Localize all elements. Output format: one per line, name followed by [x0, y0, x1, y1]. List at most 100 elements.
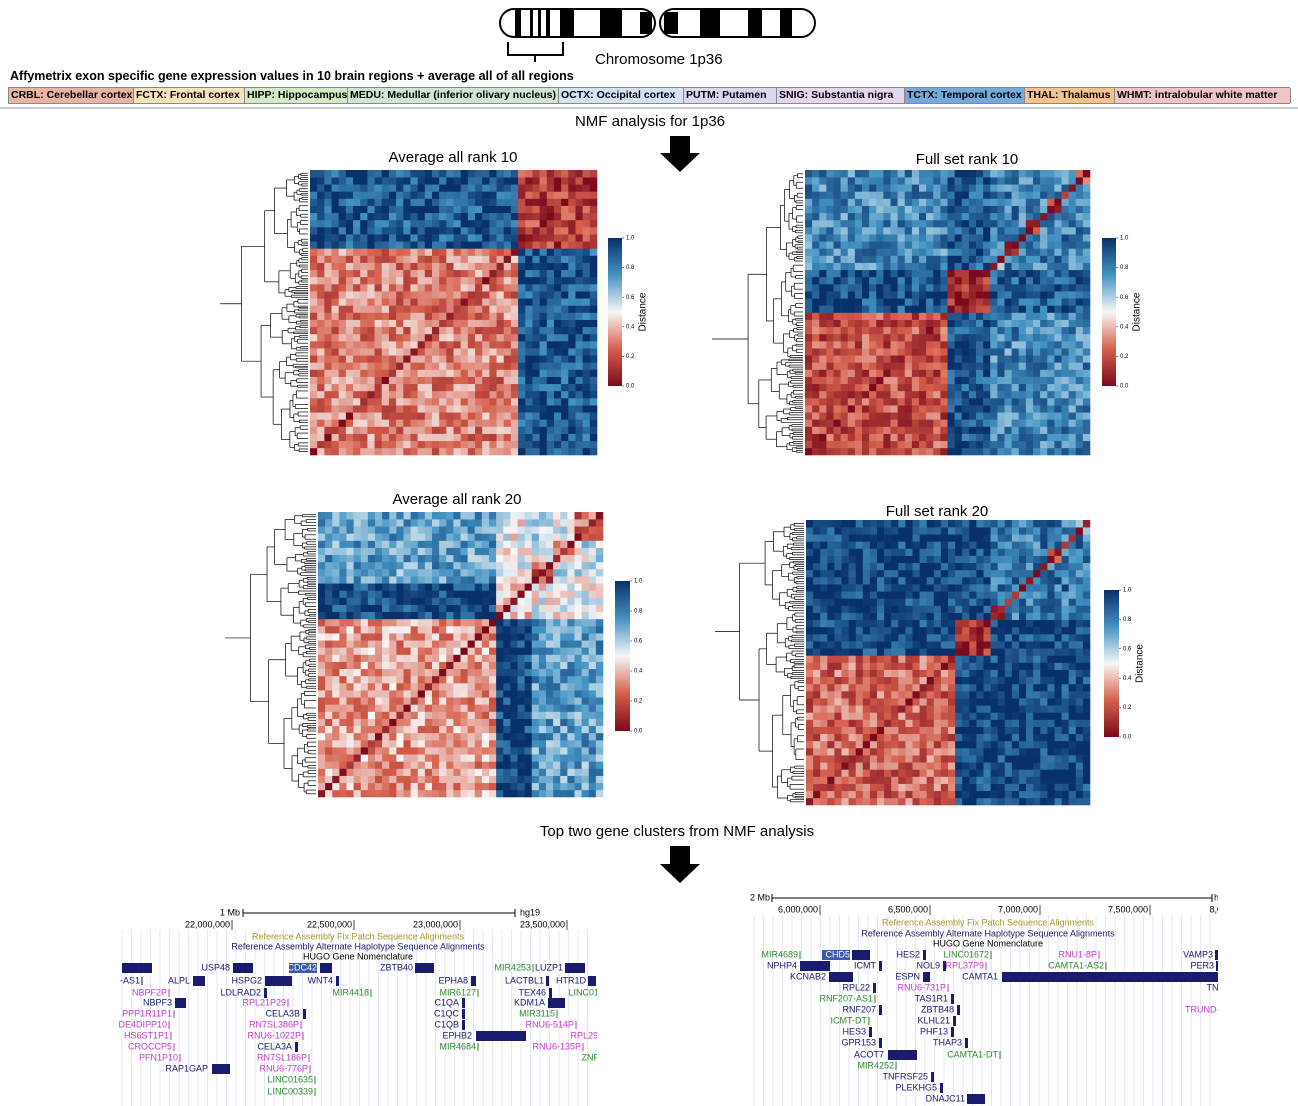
heatmap-cell — [382, 334, 389, 341]
heatmap-cell — [553, 676, 560, 683]
heatmap-cell — [539, 676, 546, 683]
heatmap-cell — [554, 248, 561, 255]
heatmap-cell — [418, 427, 425, 434]
heatmap-cell — [461, 362, 468, 369]
heatmap-cell — [1076, 284, 1083, 291]
heatmap-cell — [1069, 441, 1076, 448]
heatmap-cell — [554, 434, 561, 441]
heatmap-cell — [1012, 419, 1019, 426]
heatmap-cell — [518, 441, 525, 448]
heatmap-cell — [582, 619, 589, 626]
heatmap-cell — [510, 769, 517, 776]
heatmap-cell — [367, 313, 374, 320]
heatmap-cell — [360, 419, 367, 426]
heatmap-cell — [475, 184, 482, 191]
heatmap-cell — [926, 362, 933, 369]
heatmap-cell — [332, 391, 339, 398]
heatmap-cell — [582, 683, 589, 690]
heatmap-cell — [990, 377, 997, 384]
heatmap-cell — [404, 662, 411, 669]
heatmap-cell — [933, 206, 940, 213]
heatmap-cell — [532, 348, 539, 355]
heatmap-cell — [403, 298, 410, 305]
heatmap-cell — [318, 598, 325, 605]
heatmap-cell — [855, 277, 862, 284]
heatmap-cell — [547, 327, 554, 334]
heatmap-cell — [983, 284, 990, 291]
heatmap-cell — [905, 234, 912, 241]
heatmap-cell — [1054, 177, 1061, 184]
heatmap-cell — [1040, 348, 1047, 355]
heatmap-cell — [919, 206, 926, 213]
heatmap-cell — [439, 419, 446, 426]
heatmap-cell — [532, 177, 539, 184]
heatmap-cell — [353, 377, 360, 384]
heatmap-cell — [468, 334, 475, 341]
heatmap-cell — [834, 398, 841, 405]
heatmap-cell — [976, 177, 983, 184]
heatmap-cell — [805, 362, 812, 369]
heatmap-cell — [461, 370, 468, 377]
heatmap-cell — [905, 362, 912, 369]
heatmap-cell — [346, 305, 353, 312]
heatmap-cell — [826, 412, 833, 419]
heatmap-cell — [590, 263, 597, 270]
heatmap-cell — [876, 199, 883, 206]
heatmap-cell — [389, 441, 396, 448]
heatmap-cell — [876, 291, 883, 298]
heatmap-cell — [1076, 348, 1083, 355]
heatmap-cell — [940, 199, 947, 206]
heatmap-cell — [1012, 377, 1019, 384]
heatmap-cell — [997, 362, 1004, 369]
heatmap-cell — [819, 191, 826, 198]
heatmap-cell — [475, 427, 482, 434]
heatmap-cell — [983, 170, 990, 177]
heatmap-cell — [962, 348, 969, 355]
heatmap-cell — [848, 199, 855, 206]
heatmap-cell — [482, 248, 489, 255]
heatmap-cell — [410, 384, 417, 391]
heatmap-cell — [525, 754, 532, 761]
heatmap-cell — [418, 747, 425, 754]
heatmap-cell — [461, 712, 468, 719]
heatmap-cell — [368, 669, 375, 676]
heatmap-cell — [826, 213, 833, 220]
heatmap-cell — [411, 783, 418, 790]
heatmap-cell — [496, 712, 503, 719]
heatmap-cell — [912, 313, 919, 320]
heatmap-cell — [891, 191, 898, 198]
heatmap-cell — [940, 362, 947, 369]
heatmap-cell — [525, 191, 532, 198]
heatmap-cell — [503, 704, 510, 711]
heatmap-cell — [976, 263, 983, 270]
heatmap-cell — [518, 704, 525, 711]
heatmap-cell — [876, 412, 883, 419]
heatmap-cell — [310, 199, 317, 206]
heatmap-cell — [546, 697, 553, 704]
heatmap-cell — [518, 690, 525, 697]
heatmap-cell — [1062, 419, 1069, 426]
heatmap-cell — [983, 291, 990, 298]
heatmap-cell — [382, 348, 389, 355]
heatmap-cell — [926, 398, 933, 405]
heatmap-cell — [1005, 370, 1012, 377]
heatmap-cell — [454, 270, 461, 277]
heatmap-cell — [948, 334, 955, 341]
heatmap-cell — [869, 206, 876, 213]
heatmap-cell — [1026, 277, 1033, 284]
heatmap-cell — [848, 362, 855, 369]
heatmap-cell — [403, 362, 410, 369]
heatmap-cell — [360, 291, 367, 298]
heatmap-cell — [826, 405, 833, 412]
heatmap-cell — [325, 619, 332, 626]
heatmap-cell — [869, 248, 876, 255]
heatmap-cell — [497, 177, 504, 184]
heatmap-cell — [439, 704, 446, 711]
heatmap-cell — [367, 170, 374, 177]
heatmap-cell — [561, 241, 568, 248]
heatmap-cell — [361, 619, 368, 626]
heatmap-cell — [375, 177, 382, 184]
heatmap-cell — [354, 704, 361, 711]
heatmap-cell — [976, 220, 983, 227]
heatmap-cell — [532, 669, 539, 676]
